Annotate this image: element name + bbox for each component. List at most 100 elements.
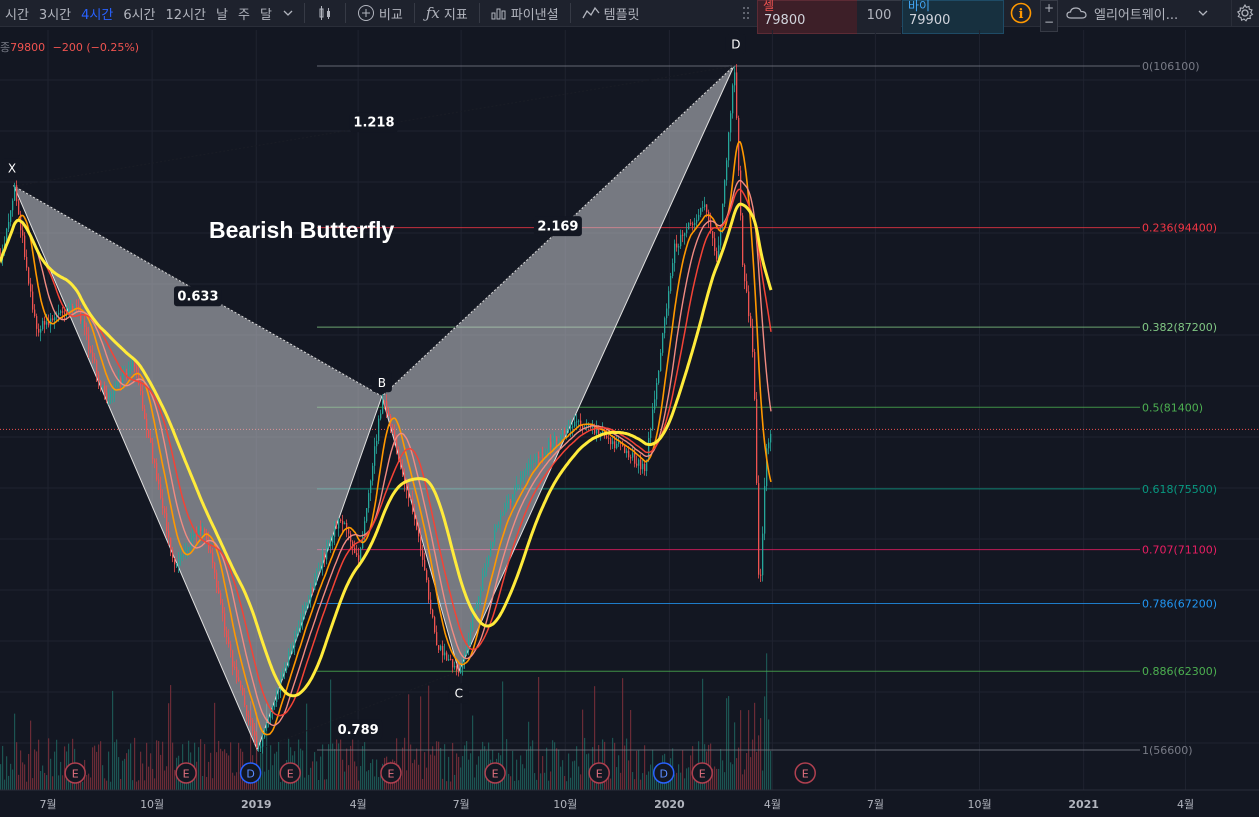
volume-bar [634, 779, 636, 790]
volume-bar [414, 759, 416, 790]
candle-body [562, 430, 564, 436]
quote-prefix: 종 [0, 41, 11, 54]
candle-body [740, 170, 742, 216]
volume-bar [4, 779, 6, 790]
volume-bar [116, 739, 118, 790]
candle-body [402, 466, 404, 474]
volume-bar [424, 752, 426, 790]
candle-body [616, 443, 618, 449]
candle-body [614, 441, 616, 449]
zoom-out-button[interactable]: − [1043, 15, 1055, 29]
candle-body [60, 311, 62, 313]
volume-bar [734, 722, 736, 790]
time-label: 4월 [764, 798, 781, 811]
candle-body [560, 435, 562, 440]
chevron-down-icon [1198, 10, 1208, 16]
account-menu[interactable]: 엘리어트웨이... [1066, 0, 1208, 26]
candle-body [472, 614, 474, 631]
indicators-button[interactable]: ƒx 지표 [420, 0, 474, 26]
volume-bar [564, 775, 566, 790]
candle-body [448, 658, 450, 661]
volume-bar [552, 740, 554, 790]
volume-bar [586, 754, 588, 790]
candle-body [14, 185, 16, 201]
volume-bar [36, 751, 38, 790]
candle-body [466, 646, 468, 655]
candle-body [224, 613, 226, 631]
candle-body [744, 264, 746, 282]
candle-body [392, 426, 394, 431]
candle-body [718, 245, 720, 259]
candle-body [530, 462, 532, 464]
buy-button[interactable]: 바이 79900 [902, 0, 1004, 34]
candle-body [326, 546, 328, 560]
interval-4[interactable]: 12시간 [165, 7, 206, 23]
interval-5[interactable]: 날 [216, 7, 228, 23]
event-marker [239, 762, 262, 784]
settings-button[interactable] [1231, 0, 1258, 26]
volume-bar [350, 745, 352, 790]
event-marker-label: D [246, 768, 254, 781]
volume-bar [432, 746, 434, 790]
volume-bar [616, 767, 618, 790]
interval-3[interactable]: 6시간 [123, 7, 156, 23]
volume-bar [132, 780, 134, 790]
candle-body [102, 385, 104, 387]
candle-body [378, 418, 380, 441]
fib-label: 0.618(75500) [1142, 483, 1217, 496]
volume-bar [112, 690, 114, 790]
volume-bar [194, 742, 196, 790]
candle-body [222, 603, 224, 614]
chevron-down-icon[interactable] [277, 10, 299, 16]
candle-body [210, 549, 212, 553]
volume-bar [502, 681, 504, 790]
candle-body [480, 591, 482, 597]
interval-2[interactable]: 4시간 [81, 7, 114, 23]
interval-1[interactable]: 3시간 [38, 7, 72, 23]
ma-long [0, 188, 772, 717]
fib-label: 0.5(81400) [1142, 401, 1203, 414]
compare-button[interactable]: 비교 [351, 0, 409, 26]
volume-bar [136, 781, 138, 790]
interval-7[interactable]: 달 [259, 7, 272, 23]
candle-body [500, 514, 502, 525]
candle-body [414, 511, 416, 520]
zoom-control: + − [1040, 0, 1058, 32]
candle-body [380, 413, 382, 419]
candle-body [276, 691, 278, 702]
volume-bar [232, 772, 234, 790]
candle-body [356, 553, 358, 556]
candle-body [688, 222, 690, 230]
fib-label: 0.236(94400) [1142, 222, 1217, 235]
templates-button[interactable]: 템플릿 [576, 0, 646, 26]
candle-body [680, 234, 682, 247]
candle-body [430, 599, 432, 610]
zoom-in-button[interactable]: + [1043, 1, 1055, 15]
volume-bar [764, 696, 766, 790]
sell-button[interactable]: 셀 79800 [757, 0, 859, 34]
info-button[interactable]: i [1008, 0, 1034, 26]
volume-bar [724, 772, 726, 790]
drag-handle-icon[interactable] [742, 6, 750, 20]
volume-bar [146, 742, 148, 790]
candle-style-icon[interactable] [310, 5, 340, 21]
volume-bar [20, 750, 22, 790]
interval-6[interactable]: 주 [237, 7, 250, 23]
volume-bar [658, 777, 660, 790]
quantity-field[interactable]: 100 [857, 0, 901, 34]
candle-body [312, 589, 314, 591]
sell-price: 79800 [764, 13, 806, 28]
candle-body [154, 459, 156, 463]
financials-button[interactable]: 파이낸셜 [485, 0, 565, 26]
candle-body [456, 665, 458, 672]
candle-body [90, 349, 92, 353]
time-label: 4월 [1177, 798, 1194, 811]
candle-body [284, 669, 286, 673]
interval-0[interactable]: 시간 [5, 7, 29, 23]
ratio-ac: 0.789 [338, 723, 379, 738]
price-chart[interactable]: 0(106100) 0.236(94400) 0.382(87200) 0.5(814… [0, 27, 1259, 817]
volume-bar [406, 770, 408, 790]
event-marker [691, 762, 713, 784]
volume-bar [660, 780, 662, 790]
volume-bar [50, 758, 52, 790]
